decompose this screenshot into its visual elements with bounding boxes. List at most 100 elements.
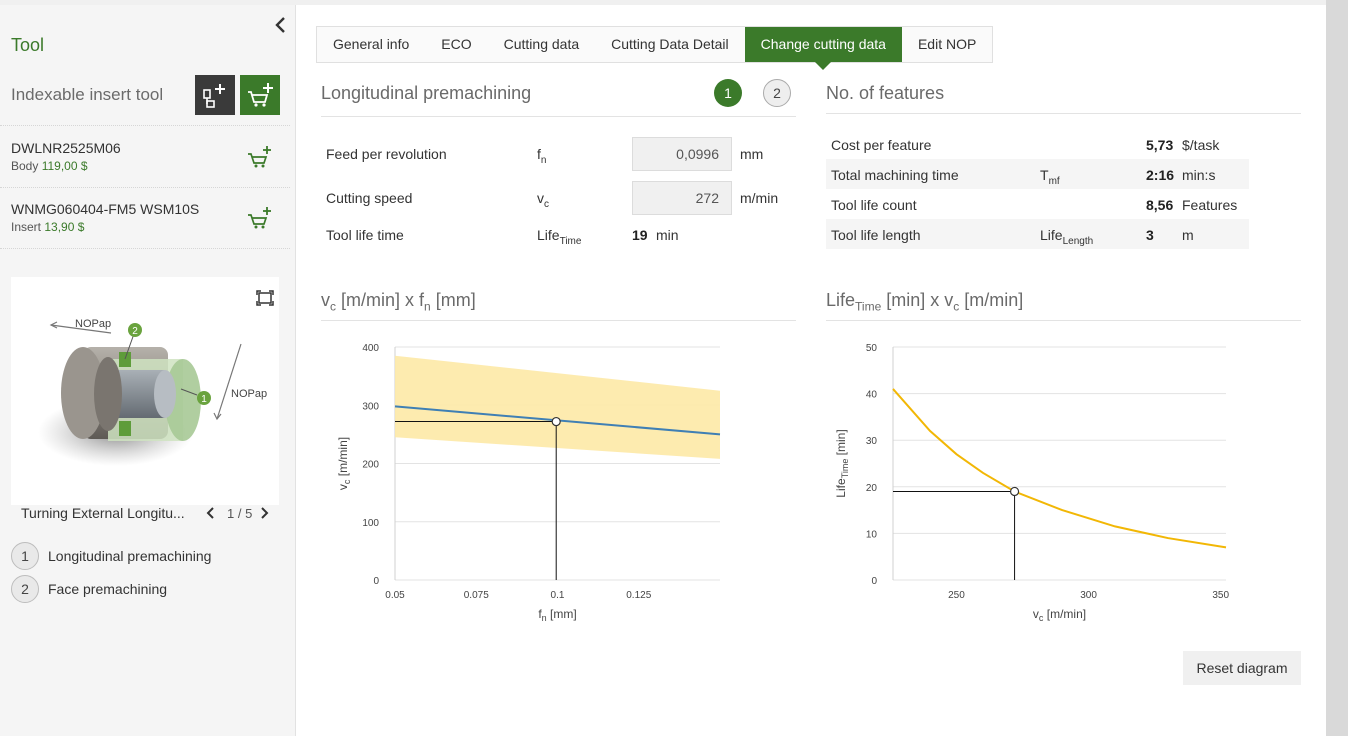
divider: [826, 320, 1301, 321]
divider: [321, 320, 796, 321]
next-arrow-icon[interactable]: [259, 505, 269, 524]
tab-cutting-data-detail[interactable]: Cutting Data Detail: [611, 36, 729, 52]
sidebar-title: Tool: [11, 35, 45, 55]
fullscreen-icon[interactable]: [256, 290, 274, 306]
insert-item-details: Insert 13,90 $: [11, 220, 84, 234]
y-tick-label: 50: [866, 343, 878, 354]
divider: [826, 113, 1301, 114]
insert-cart-button[interactable]: [246, 206, 274, 232]
cart-plus-icon: [248, 146, 271, 168]
speed-symbol: vc: [537, 190, 549, 210]
operating-point: [551, 416, 561, 427]
feed-symbol: fn: [537, 146, 547, 166]
separator: [0, 187, 290, 188]
reset-diagram-button[interactable]: Reset diagram: [1183, 651, 1301, 685]
speed-label: Cutting speed: [326, 190, 413, 206]
separator: [0, 248, 290, 249]
y-axis-label: LifeTime [min]: [834, 429, 850, 497]
tab-bar: General info ECO Cutting data Cutting Da…: [316, 26, 994, 70]
separator: [0, 125, 290, 126]
marker-1: 1: [201, 394, 207, 405]
left-chart-title: vc [m/min] x fn [mm]: [321, 290, 476, 314]
nop-label-top: NOPap: [75, 318, 111, 330]
y-tick-label: 10: [866, 529, 878, 540]
operation-number: 1: [11, 542, 39, 570]
prev-arrow-icon[interactable]: [206, 505, 216, 524]
y-tick-label: 0: [373, 576, 379, 587]
marker-2: 2: [132, 326, 138, 337]
tab-change-cutting-data[interactable]: Change cutting data: [744, 27, 902, 70]
add-assembly-button[interactable]: [195, 75, 235, 115]
tab-edit-nop[interactable]: Edit NOP: [917, 36, 977, 52]
feed-unit: mm: [740, 146, 764, 162]
operation-face-premachining[interactable]: Face premachining: [48, 581, 168, 597]
operation-caption: Turning External Longitu...: [21, 505, 185, 521]
y-tick-label: 300: [362, 401, 379, 412]
cart-plus-icon: [248, 83, 273, 107]
x-axis-label: fn [mm]: [538, 607, 576, 623]
item-type: Insert: [11, 220, 42, 234]
tab-cutting-data[interactable]: Cutting data: [503, 36, 580, 52]
item-price: 13,90 $: [44, 220, 85, 234]
tool-life-value: 19: [632, 227, 648, 243]
x-tick-label: 0.075: [464, 590, 489, 601]
x-tick-label: 250: [948, 590, 965, 601]
life-vc-chart[interactable]: 0 10 20 30 40 50 250 300 350 vc [m/min] LifeTime […: [826, 330, 1246, 630]
operating-point: [1009, 486, 1020, 497]
tool-type-label: Indexable insert tool: [11, 85, 164, 104]
x-tick-label: 0.125: [626, 590, 651, 601]
y-tick-label: 30: [866, 436, 878, 447]
y-tick-label: 40: [866, 390, 878, 401]
speed-unit: m/min: [740, 190, 779, 206]
item-price: 119,00 $: [41, 159, 88, 173]
sidebar: Tool Indexable insert tool DWLNR2525M06 …: [0, 5, 296, 736]
speed-input[interactable]: [632, 181, 732, 215]
y-tick-label: 20: [866, 483, 878, 494]
x-tick-label: 0.1: [551, 590, 565, 601]
add-to-cart-button[interactable]: [240, 75, 280, 115]
tool-life-label: Tool life time: [326, 227, 404, 243]
nop-label-right: NOPap: [231, 388, 267, 400]
operation-number: 2: [11, 575, 39, 603]
body-item-details: Body 119,00 $: [11, 159, 88, 173]
features-title: No. of features: [826, 83, 945, 103]
step-2-button[interactable]: 2: [763, 79, 791, 107]
series-curve: [892, 388, 1227, 549]
collapse-sidebar-icon[interactable]: [271, 15, 291, 35]
operation-title: Longitudinal premachining: [321, 83, 532, 103]
item-type: Body: [11, 159, 39, 173]
x-axis-label: vc [m/min]: [1033, 607, 1086, 623]
y-axis-label: vc [m/min]: [336, 437, 352, 490]
y-tick-label: 400: [362, 343, 379, 354]
divider: [321, 116, 796, 117]
insert-item-name: WNMG060404-FM5 WSM10S: [11, 201, 200, 217]
right-chart-title: LifeTime [min] x vc [m/min]: [826, 290, 1024, 314]
table-row: Total machining time Tmf 2:16 min:s: [826, 159, 1249, 189]
body-cart-button[interactable]: [246, 145, 274, 171]
features-table: Cost per feature 5,73 $/task Total machi…: [826, 129, 1249, 249]
feed-input[interactable]: [632, 137, 732, 171]
table-row: Tool life length LifeLength 3 m: [826, 219, 1249, 249]
tab-eco[interactable]: ECO: [441, 36, 472, 52]
y-tick-label: 200: [362, 460, 379, 471]
tool-life-symbol: LifeTime: [537, 227, 582, 247]
body-item-name: DWLNR2525M06: [11, 140, 121, 156]
x-tick-label: 0.05: [385, 590, 405, 601]
vc-fn-chart[interactable]: 0 100 200 300 400 0.05 0.075 0.1 0.125 fn [mm] vc …: [320, 330, 740, 630]
tab-general-info[interactable]: General info: [333, 36, 410, 52]
top-border: [0, 0, 1326, 5]
table-row: Cost per feature 5,73 $/task: [831, 137, 1220, 153]
add-assembly-icon: [203, 84, 225, 108]
scrollbar[interactable]: [1326, 0, 1348, 736]
x-tick-label: 350: [1212, 590, 1229, 601]
operation-image: NOPap NOPap 2 1: [11, 277, 279, 505]
operation-longitudinal-premachining[interactable]: Longitudinal premachining: [48, 548, 212, 564]
tolerance-band: [395, 355, 720, 459]
y-tick-label: 100: [362, 518, 379, 529]
feed-label: Feed per revolution: [326, 146, 447, 162]
x-tick-label: 300: [1080, 590, 1097, 601]
table-row: Tool life count 8,56 Features: [831, 197, 1238, 213]
y-tick-label: 0: [871, 576, 877, 587]
operation-counter: 1 / 5: [227, 506, 253, 521]
step-1-button[interactable]: 1: [714, 79, 742, 107]
